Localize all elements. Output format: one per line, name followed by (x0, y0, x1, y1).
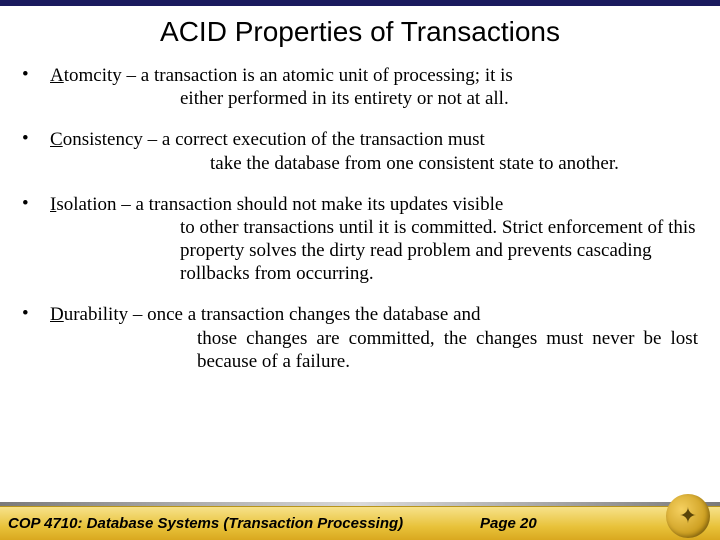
pegasus-icon: ✦ (679, 503, 697, 529)
content-area: • Atomcity – a transaction is an atomic … (0, 64, 720, 373)
bullet-text: Atomcity – a transaction is an atomic un… (50, 64, 698, 110)
bullet-text: Consistency – a correct execution of the… (50, 128, 698, 174)
bullet-marker: • (22, 64, 50, 110)
bullet-atomicity: • Atomcity – a transaction is an atomic … (22, 64, 698, 110)
footer-course: COP 4710: Database Systems (Transaction … (8, 515, 403, 532)
bullet-durability: • Durability – once a transaction change… (22, 303, 698, 373)
footer-bar: COP 4710: Database Systems (Transaction … (0, 506, 720, 540)
bullet-marker: • (22, 193, 50, 286)
bullet-marker: • (22, 128, 50, 174)
top-accent-bar (0, 0, 720, 6)
bullet-marker: • (22, 303, 50, 373)
bullet-consistency: • Consistency – a correct execution of t… (22, 128, 698, 174)
bullet-text: Isolation – a transaction should not mak… (50, 193, 698, 286)
bullet-text: Durability – once a transaction changes … (50, 303, 698, 373)
bullet-isolation: • Isolation – a transaction should not m… (22, 193, 698, 286)
ucf-logo: ✦ (666, 494, 710, 538)
footer-page: Page 20 (480, 515, 537, 532)
slide-title: ACID Properties of Transactions (0, 16, 720, 48)
footer: COP 4710: Database Systems (Transaction … (0, 502, 720, 540)
